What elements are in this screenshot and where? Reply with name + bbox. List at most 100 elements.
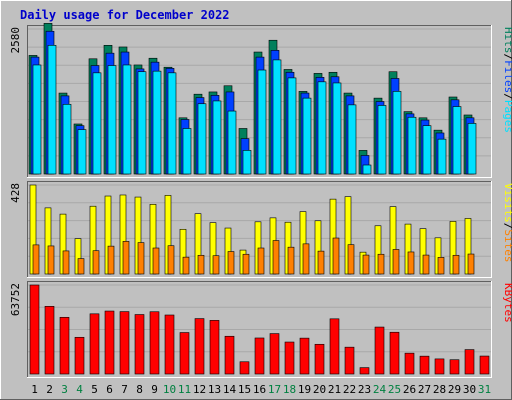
x-day-label: 26 (403, 383, 416, 396)
bar-kbytes-day-29 (449, 359, 460, 375)
bar-pages-day-20 (317, 81, 327, 175)
legend-entry: Pages (502, 100, 512, 133)
bar-kbytes-day-5 (89, 313, 100, 375)
legend-entry: / (502, 54, 512, 61)
bar-sites-day-13 (212, 255, 220, 275)
x-day-label: 31 (478, 383, 491, 396)
legend-entry: / (502, 223, 512, 230)
bar-pages-day-5 (92, 72, 102, 175)
chart-panels: 2580Hits/Files/Pages428Visits/Sites63752… (9, 23, 512, 378)
bar-sites-day-30 (467, 253, 475, 275)
bar-sites-day-23 (362, 254, 370, 275)
bar-kbytes-day-3 (59, 316, 70, 375)
legend-entry: / (502, 93, 512, 100)
bar-sites-day-10 (167, 245, 175, 275)
bar-kbytes-day-19 (299, 337, 310, 375)
bar-kbytes-day-26 (404, 352, 415, 375)
x-day-label: 5 (91, 383, 98, 396)
x-day-label: 3 (61, 383, 68, 396)
y-max-label: 63752 (9, 283, 22, 316)
bar-sites-day-16 (257, 247, 265, 275)
bar-kbytes-day-30 (464, 349, 475, 375)
bar-pages-day-14 (227, 110, 237, 175)
bar-sites-day-1 (32, 244, 40, 275)
bar-pages-day-22 (347, 104, 357, 175)
bar-sites-day-15 (242, 253, 250, 275)
bar-pages-day-28 (437, 138, 447, 175)
bar-pages-day-15 (242, 150, 252, 175)
legend-kbytes: KBytes (502, 283, 512, 323)
bar-kbytes-day-4 (74, 336, 85, 375)
bar-sites-day-11 (182, 256, 190, 275)
x-day-label: 15 (238, 383, 251, 396)
bar-kbytes-day-9 (149, 311, 160, 375)
bar-kbytes-day-15 (239, 361, 250, 375)
bar-kbytes-day-28 (434, 358, 445, 375)
bar-sites-day-17 (272, 240, 280, 275)
bar-sites-day-22 (347, 244, 355, 275)
bar-pages-day-10 (167, 72, 177, 175)
x-day-label: 19 (298, 383, 311, 396)
bar-pages-day-30 (467, 123, 477, 175)
bar-kbytes-day-31 (479, 355, 490, 375)
y-max-label: 2580 (9, 27, 22, 54)
bar-kbytes-day-18 (284, 341, 295, 375)
x-day-label: 11 (178, 383, 191, 396)
x-day-label: 14 (223, 383, 237, 396)
panel-kbytes: 63752 KBytes (9, 281, 512, 378)
bar-sites-day-26 (407, 251, 415, 275)
bar-kbytes-day-2 (44, 306, 55, 375)
x-day-label: 16 (253, 383, 266, 396)
bar-kbytes-day-1 (29, 284, 40, 375)
bar-sites-day-4 (77, 258, 85, 275)
bar-pages-day-24 (377, 105, 387, 175)
bar-sites-day-2 (47, 245, 55, 275)
x-day-label: 8 (136, 383, 143, 396)
bar-sites-day-24 (377, 253, 385, 275)
legend-visits-sites: Visits/Sites (502, 183, 512, 263)
bar-pages-day-9 (152, 70, 162, 175)
bar-pages-day-8 (137, 71, 147, 175)
bar-kbytes-day-23 (359, 367, 370, 375)
bar-sites-day-20 (317, 250, 325, 275)
bar-sites-day-18 (287, 246, 295, 275)
bar-sites-day-19 (302, 243, 310, 275)
bar-pages-day-16 (257, 69, 267, 175)
bar-sites-day-12 (197, 254, 205, 275)
bar-pages-day-1 (32, 64, 42, 175)
x-axis-day-labels: 1 2 3 4 5 6 7 8 9 10 11 12 13 14 15 16 17 18 19 20 21 22 23 24 2… (31, 383, 491, 396)
bar-kbytes-day-8 (134, 314, 145, 375)
bar-kbytes-day-17 (269, 333, 280, 375)
bar-pages-day-23 (362, 164, 372, 175)
x-day-label: 18 (283, 383, 296, 396)
x-day-label: 6 (106, 383, 113, 396)
legend-entry: Files (502, 60, 512, 93)
legend-entry: KBytes (502, 283, 512, 323)
x-day-label: 30 (463, 383, 476, 396)
bar-pages-day-11 (182, 128, 192, 175)
bar-sites-day-28 (437, 257, 445, 275)
bar-kbytes-day-22 (344, 346, 355, 375)
x-day-label: 4 (76, 383, 83, 396)
bar-sites-day-21 (332, 237, 340, 275)
x-day-label: 20 (313, 383, 326, 396)
legend-entry: Visits (502, 183, 512, 223)
bar-pages-day-7 (122, 64, 132, 175)
bar-sites-day-3 (62, 250, 70, 275)
bar-pages-day-4 (77, 129, 87, 175)
bar-pages-day-21 (332, 82, 342, 175)
bar-pages-day-13 (212, 100, 222, 175)
bar-kbytes-day-16 (254, 337, 265, 375)
bar-kbytes-day-11 (179, 332, 190, 375)
bar-kbytes-day-25 (389, 331, 400, 375)
bar-pages-day-2 (47, 44, 57, 175)
bar-pages-day-18 (287, 77, 297, 175)
bar-kbytes-day-12 (194, 318, 205, 375)
bar-kbytes-day-27 (419, 355, 430, 375)
bar-pages-day-12 (197, 103, 207, 175)
y-max-label: 428 (9, 183, 22, 203)
x-day-label: 9 (151, 383, 158, 396)
bar-kbytes-day-21 (329, 318, 340, 375)
legend-entry: Sites (502, 229, 512, 262)
